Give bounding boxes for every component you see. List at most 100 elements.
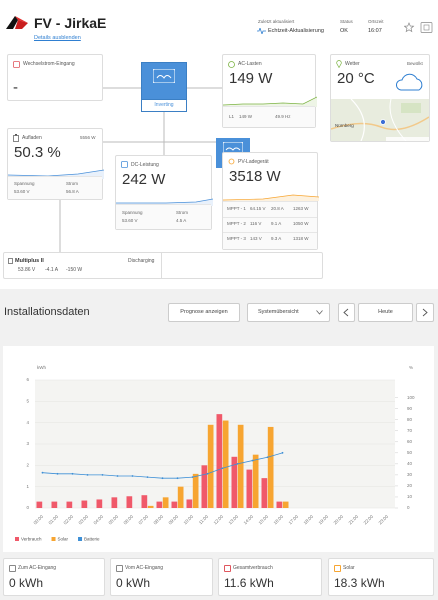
x-tick-label: 18:00	[303, 514, 315, 526]
line-point	[41, 471, 44, 474]
line-point	[101, 473, 104, 476]
x-tick-label: 11:00	[198, 514, 210, 526]
battery-power: 5556 W	[80, 135, 96, 140]
next-button[interactable]	[416, 303, 434, 322]
x-tick-label: 07:00	[138, 514, 150, 526]
battery-tile[interactable]: Aufladen 5556 W 50.3 % Spannung 53.60 V …	[7, 128, 104, 200]
tile-value: -	[13, 79, 18, 96]
y2-tick-label: 10	[407, 494, 413, 499]
bar	[51, 501, 58, 508]
y2-axis-label: %	[409, 365, 413, 370]
tile-value: 149 W	[229, 70, 273, 87]
temperature: 20 °C	[337, 70, 375, 87]
period-button[interactable]: Heute	[358, 303, 413, 322]
forecast-button[interactable]: Prognose anzeigen	[168, 303, 240, 322]
x-tick-label: 06:00	[123, 514, 135, 526]
bar	[216, 414, 223, 508]
bar	[231, 456, 238, 508]
pv-cell: 143 V	[250, 236, 262, 241]
bar	[282, 501, 289, 508]
pv-cell: MPPT - 3	[227, 236, 246, 241]
ac-input-tile[interactable]: Wechselstrom-Eingang -	[7, 54, 103, 101]
bar	[192, 473, 199, 508]
x-tick-label: 09:00	[168, 514, 180, 526]
total-value: 18.3 kWh	[334, 576, 385, 590]
x-tick-label: 00:00	[33, 514, 45, 526]
dc-icon	[121, 161, 128, 168]
tile-title: Aufladen	[22, 135, 42, 141]
prev-button[interactable]	[338, 303, 355, 322]
bar	[246, 469, 253, 508]
bar	[96, 499, 103, 508]
y2-tick-label: 80	[407, 417, 413, 422]
ac-loads-tile[interactable]: AC-Lasten 149 W L1 149 W 49.9 Hz	[222, 54, 317, 128]
view-select[interactable]: Systemübersicht	[247, 303, 330, 322]
x-tick-label: 21:00	[348, 514, 360, 526]
voltage-label: Spannung	[14, 181, 35, 186]
total-value: 0 kWh	[116, 576, 151, 590]
line-point	[176, 477, 179, 480]
pv-cell: 9.3 A	[271, 236, 282, 241]
current: 4.5 A	[176, 218, 187, 223]
y2-tick-label: 30	[407, 472, 413, 477]
phase-power: 149 W	[239, 114, 253, 119]
y-tick-label: 3	[26, 441, 29, 446]
frequency: 49.9 Hz	[275, 114, 291, 119]
battery-soc: 50.3 %	[14, 144, 61, 161]
y-axis-label: kWh	[37, 365, 46, 370]
inverter-status: Inverting	[142, 99, 186, 111]
bar	[276, 501, 283, 508]
pv-tile[interactable]: PV-Ladegerät 3518 W MPPT - 1 64.15 V 20.8 …	[222, 152, 319, 250]
current-label: Strom	[176, 210, 189, 215]
tile-value: 3518 W	[229, 168, 281, 185]
bar	[237, 424, 244, 508]
bar	[156, 501, 163, 508]
dc-tile[interactable]: DC-Leistung 242 W Spannung 53.60 V Strom…	[115, 155, 213, 230]
victron-logo	[223, 142, 243, 154]
bar	[252, 454, 259, 508]
line-point	[266, 456, 269, 459]
line-point	[161, 477, 164, 480]
victron-logo	[153, 69, 175, 83]
header-icons[interactable]	[404, 22, 434, 34]
row-divider	[223, 232, 317, 233]
tile-title: PV-Ladegerät	[238, 159, 269, 165]
device-power: -150 W	[66, 267, 83, 273]
pv-cell: 20.8 A	[271, 206, 284, 211]
pv-cell: 9.1 A	[271, 221, 282, 226]
x-tick-label: 01:00	[48, 514, 60, 526]
logo	[6, 16, 28, 29]
weather-tile[interactable]: Wetter Bewölkt 20 °C Nürnberg	[330, 54, 430, 142]
bar	[126, 496, 133, 508]
multiplus-tile[interactable]: Multiplus II Discharging 53.86 V -4.1 A …	[3, 252, 323, 279]
voltage-label: Spannung	[122, 210, 143, 215]
bar	[81, 500, 88, 508]
total-tile: Vom AC-Eingang 0 kWh	[110, 558, 213, 596]
bar	[162, 497, 169, 508]
sparkline	[223, 194, 319, 201]
pv-cell: 116 V	[250, 221, 262, 226]
cloud-icon	[395, 73, 423, 91]
total-icon	[9, 565, 16, 572]
device-title: Multiplus II	[15, 258, 44, 264]
sparkline	[223, 96, 317, 107]
details-toggle[interactable]: Details ausblenden	[34, 35, 81, 41]
y2-tick-label: 90	[407, 406, 413, 411]
map[interactable]	[331, 99, 429, 141]
pv-cell: 1318 W	[293, 236, 309, 241]
tile-title: AC-Lasten	[238, 61, 262, 67]
battery-icon	[13, 134, 19, 142]
pv-cell: MPPT - 1	[227, 206, 246, 211]
device-current: -4.1 A	[45, 267, 59, 273]
line-point	[116, 475, 119, 477]
legend-swatch	[78, 537, 83, 541]
inverter-box[interactable]: Inverting	[141, 62, 187, 112]
x-tick-label: 10:00	[183, 514, 195, 526]
line-point	[206, 472, 209, 475]
current-label: Strom	[66, 181, 79, 186]
total-label: Zum AC-Eingang	[18, 565, 57, 571]
total-icon	[334, 565, 341, 572]
x-tick-label: 13:00	[228, 514, 240, 526]
